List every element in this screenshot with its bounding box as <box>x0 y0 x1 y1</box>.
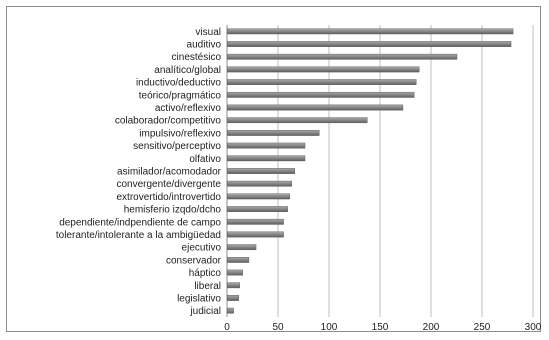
bar-9 <box>227 142 306 149</box>
bar-12 <box>227 180 292 187</box>
bar-13 <box>227 193 290 200</box>
chart-frame: visual auditivo cinestésico analítico/globa… <box>6 6 542 333</box>
category-label: conservador <box>166 255 222 266</box>
category-label: hemisferio izqdo/dcho <box>124 205 222 216</box>
bar-11 <box>227 168 296 174</box>
bar-2 <box>227 53 458 60</box>
bar-18 <box>227 257 250 263</box>
x-tick-label: 200 <box>423 322 440 333</box>
bar-0 <box>227 28 514 35</box>
x-tick-label: 50 <box>272 322 284 333</box>
category-label: tolerante/intolerante a la ambigüedad <box>56 230 221 241</box>
category-label: auditivo <box>187 40 222 51</box>
bar-16 <box>227 231 284 238</box>
bar-10 <box>227 155 306 162</box>
x-tick-label: 250 <box>474 322 491 333</box>
x-tick-labels: 0 50 100 150 200 250 300 <box>224 322 542 333</box>
bar-5 <box>227 91 415 98</box>
category-label: impulsivo/reflexivo <box>139 128 221 139</box>
bar-22 <box>227 307 234 314</box>
category-label: activo/reflexivo <box>155 103 222 114</box>
category-label: ejecutivo <box>182 243 222 254</box>
x-tick-label: 100 <box>321 322 338 333</box>
category-label: háptico <box>189 268 222 279</box>
category-label: dependiente/indpendiente de campo <box>59 217 221 228</box>
category-label: teórico/pragmático <box>139 90 222 101</box>
category-label: inductivo/deductivo <box>136 78 221 89</box>
category-label: liberal <box>194 281 221 292</box>
category-label: colaborador/competitivo <box>115 116 222 127</box>
category-label: analítico/global <box>154 65 221 76</box>
category-label: convergente/divergente <box>116 179 221 190</box>
bar-19 <box>227 269 244 276</box>
bar-15 <box>227 218 284 225</box>
bar-6 <box>227 104 404 111</box>
bar-14 <box>227 206 288 212</box>
x-tick-label: 300 <box>525 322 542 333</box>
category-label: sensitivo/perceptivo <box>133 141 221 152</box>
bar-17 <box>227 244 257 251</box>
x-tick-label: 150 <box>372 322 389 333</box>
category-label: cinestésico <box>172 52 222 63</box>
gridlines <box>226 25 534 317</box>
category-label: visual <box>195 27 221 38</box>
x-tick-label: 0 <box>224 322 230 333</box>
category-label: legislativo <box>177 293 221 304</box>
bar-20 <box>227 282 240 289</box>
bar-1 <box>227 41 512 47</box>
bar-8 <box>227 130 320 136</box>
bar-4 <box>227 79 417 85</box>
category-label: judicial <box>189 306 221 317</box>
bar-3 <box>227 66 420 73</box>
bars <box>227 28 514 314</box>
category-label: asimilador/acomodador <box>117 167 222 178</box>
category-label: olfativo <box>189 154 221 165</box>
bar-21 <box>227 295 239 301</box>
bar-7 <box>227 117 368 124</box>
category-label: extrovertido/introvertido <box>117 192 222 203</box>
